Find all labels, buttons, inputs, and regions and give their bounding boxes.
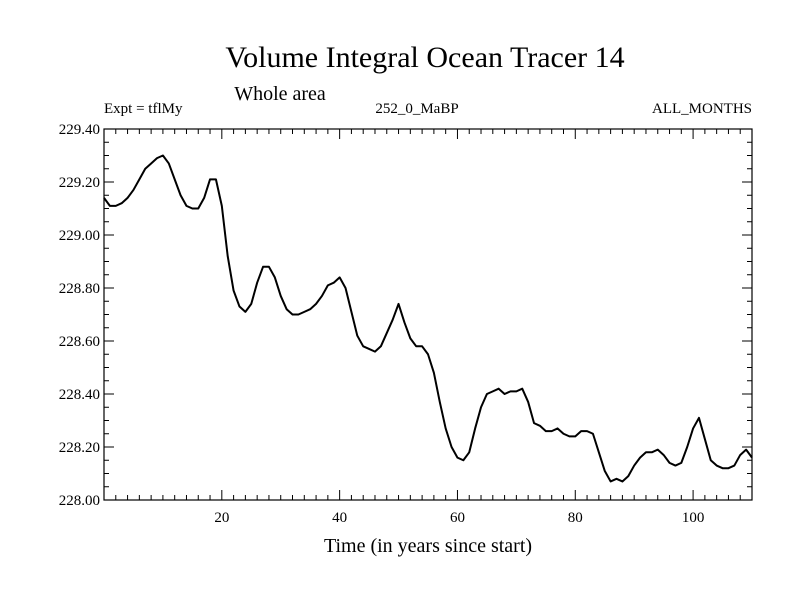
plot-frame	[103, 128, 753, 501]
x-tick-label: 20	[214, 510, 229, 526]
x-tick-label: 40	[332, 510, 347, 526]
y-tick-label: 228.60	[59, 334, 100, 350]
y-tick-label: 228.80	[59, 281, 100, 297]
period-label: 252_0_MaBP	[375, 101, 458, 117]
y-tick-label: 229.40	[59, 122, 100, 138]
x-tick-label: 60	[450, 510, 465, 526]
y-tick-label: 229.20	[59, 175, 100, 191]
y-tick-label: 228.40	[59, 387, 100, 403]
x-tick-label: 80	[568, 510, 583, 526]
x-tick-label: 100	[682, 510, 705, 526]
y-tick-label: 229.00	[59, 228, 100, 244]
chart-subtitle: Whole area	[234, 83, 326, 105]
data-series-line	[103, 154, 753, 483]
axis-ticks	[104, 129, 752, 500]
y-tick-label: 228.00	[59, 493, 100, 509]
experiment-label: Expt = tflMy	[104, 101, 183, 117]
x-axis-label: Time (in years since start)	[324, 535, 532, 557]
x-tick-labels: 20 40 60 80 100	[214, 510, 704, 526]
chart-title: Volume Integral Ocean Tracer 14	[225, 41, 624, 74]
y-tick-label: 228.20	[59, 440, 100, 456]
months-label: ALL_MONTHS	[652, 101, 752, 117]
y-tick-labels: 228.00 228.20 228.40 228.60 228.80 229.00 229.…	[59, 122, 100, 509]
